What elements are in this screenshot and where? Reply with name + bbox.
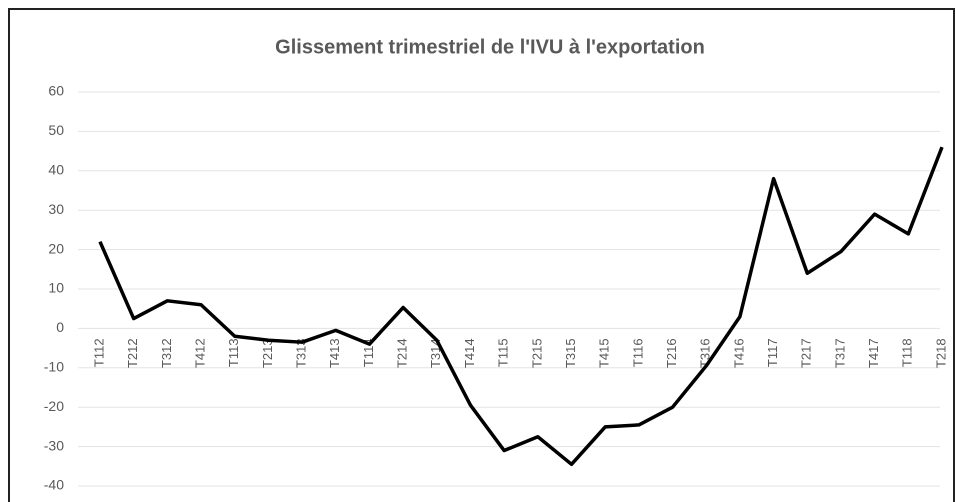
chart-title: Glissement trimestriel de l'IVU à l'expo…: [275, 36, 705, 58]
x-tick-label: T117: [765, 338, 780, 367]
x-tick-label: T217: [799, 338, 814, 368]
x-tick-label: T215: [529, 338, 544, 368]
y-tick-label: -20: [44, 398, 64, 414]
x-tick-label: T414: [462, 338, 477, 368]
x-tick-label: T116: [630, 338, 645, 367]
x-tick-label: T417: [866, 338, 881, 368]
y-tick-label: 50: [48, 122, 64, 138]
x-tick-label: T118: [900, 338, 915, 367]
x-tick-label: T114: [361, 338, 376, 367]
x-tick-label: T312: [159, 338, 174, 368]
frame: [8, 8, 955, 502]
y-tick-label: 30: [48, 201, 64, 217]
y-tick-label: -30: [44, 437, 64, 453]
y-tick-label: 60: [48, 83, 64, 99]
x-tick-label: T412: [192, 338, 207, 368]
x-tick-label: T415: [597, 338, 612, 368]
line: [98, 146, 944, 467]
x-tick-label: T212: [125, 338, 140, 368]
x-tick-label: T115: [496, 338, 511, 367]
y-tick-label: 40: [48, 162, 64, 178]
x-tick-label: T314: [428, 338, 443, 368]
y-tick-label: 10: [48, 280, 64, 296]
y-tick-label: 0: [56, 319, 64, 335]
x-tick-label: T214: [395, 338, 410, 368]
x-tick-label: T112: [91, 338, 106, 367]
x-tick-label: T213: [260, 338, 275, 368]
x-tick-label: T413: [327, 338, 342, 368]
x-tick-label: T315: [563, 338, 578, 368]
x-tick-label: T113: [226, 338, 241, 367]
x-tick-label: T313: [294, 338, 309, 368]
y-tick-label: 20: [48, 240, 64, 256]
y-tick-label: -40: [44, 477, 64, 493]
x-tick-label: T316: [698, 338, 713, 368]
x-tick-label: T416: [731, 338, 746, 368]
x-tick-label: T216: [664, 338, 679, 368]
y-tick-label: -10: [44, 359, 64, 375]
x-tick-label: T218: [933, 338, 948, 368]
x-tick-label: T317: [832, 338, 847, 368]
